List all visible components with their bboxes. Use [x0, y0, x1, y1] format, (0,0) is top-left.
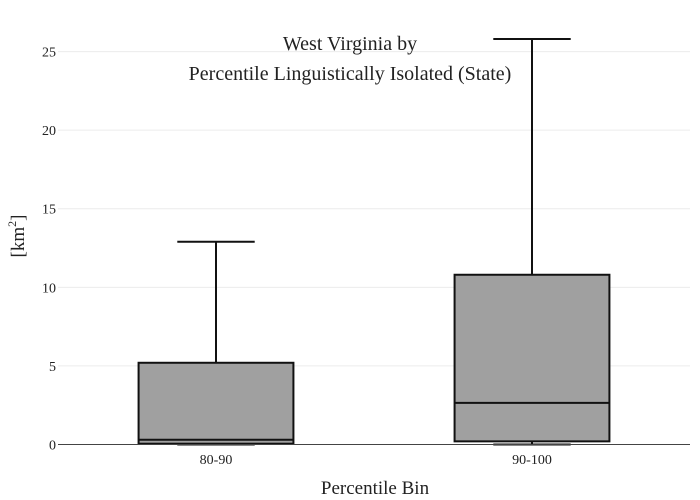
y-tick-label: 15 — [42, 203, 56, 218]
x-axis-label: Percentile Bin — [321, 478, 430, 499]
x-tick-label: 80-90 — [200, 453, 233, 468]
y-axis-label: [km2] — [5, 215, 29, 258]
y-tick-label: 0 — [49, 439, 56, 454]
x-tick-label: 90-100 — [512, 453, 552, 468]
chart-title-line-1: West Virginia by — [283, 33, 417, 55]
box-80-90 — [137, 240, 295, 446]
y-tick-label: 20 — [42, 124, 56, 139]
y-tick-label: 25 — [42, 46, 56, 61]
y-axis-label-main: [km — [8, 227, 29, 258]
y-axis-label-close: ] — [8, 215, 29, 221]
box-series — [137, 38, 611, 446]
box-90-100 — [453, 38, 611, 446]
y-axis-label-superscript: 2 — [5, 221, 19, 227]
iqr-box — [137, 361, 295, 445]
y-tick-label: 10 — [42, 281, 56, 296]
chart-title-line-2: Percentile Linguistically Isolated (Stat… — [189, 63, 512, 85]
x-axis-ticks: 80-90 90-100 — [200, 453, 552, 468]
y-axis-ticks: 0 5 10 15 20 25 — [42, 46, 56, 454]
y-tick-label: 5 — [49, 360, 56, 375]
iqr-box — [453, 273, 611, 443]
